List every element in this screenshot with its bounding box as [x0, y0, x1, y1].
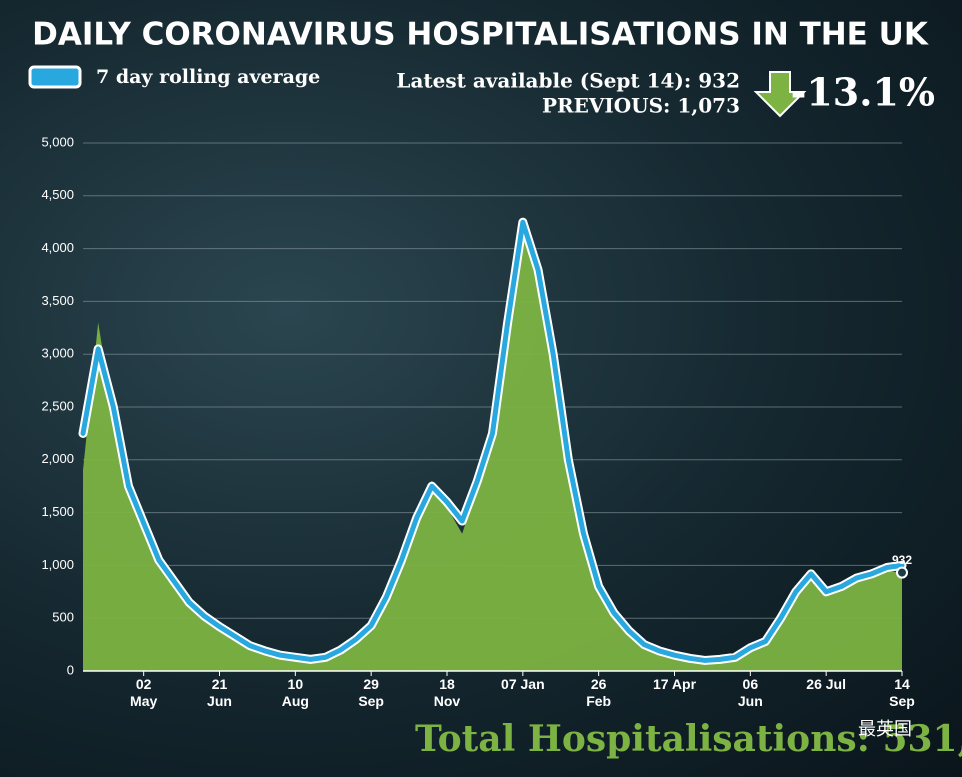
previous-note: PREVIOUS: 1,073 [542, 94, 740, 118]
x-tick-label: 10 Aug [281, 676, 309, 709]
y-tick-label: 2,500 [41, 398, 74, 413]
y-tick-label: 0 [67, 662, 74, 677]
rolling-line [80, 219, 905, 663]
y-tick-label: 1,500 [41, 504, 74, 519]
legend-label: 7 day rolling average [96, 66, 320, 88]
x-tick-label: 29 Sep [358, 676, 384, 709]
x-tick-label: 07 Jan [501, 676, 545, 692]
x-tick-label: 18 Nov [433, 676, 461, 709]
y-tick-label: 3,500 [41, 293, 74, 308]
y-tick-label: 4,000 [41, 240, 74, 255]
x-tick-label: 21 Jun [207, 676, 232, 709]
legend-swatch [28, 65, 82, 89]
x-tick-label: 14 Sep [889, 676, 915, 709]
latest-note: Latest available (Sept 14): 932 [396, 69, 740, 93]
watermark: 最英国 [858, 719, 912, 739]
chart-title: DAILY CORONAVIRUS HOSPITALISATIONS IN TH… [32, 17, 929, 53]
y-tick-label: 500 [52, 610, 74, 625]
x-tick-label: 26 Jul [806, 676, 846, 692]
y-tick-label: 1,000 [41, 557, 74, 572]
change-note: -13.1% [791, 70, 935, 115]
x-tick-label: 17 Apr [652, 676, 697, 692]
down-arrow [753, 71, 807, 118]
point-label: 932 [892, 553, 912, 567]
total-note: Total Hospitalisations: 531,456 [415, 718, 962, 760]
x-tick-label: 26 Feb [586, 676, 612, 709]
x-tick-label: 06 Jun [737, 676, 763, 709]
y-tick-label: 5,000 [41, 134, 74, 149]
y-tick-label: 3,000 [41, 346, 74, 361]
y-tick-label: 2,000 [41, 451, 74, 466]
x-tick-label: 02 May [130, 676, 158, 709]
y-tick-label: 4,500 [41, 187, 74, 202]
end-point [896, 566, 908, 579]
